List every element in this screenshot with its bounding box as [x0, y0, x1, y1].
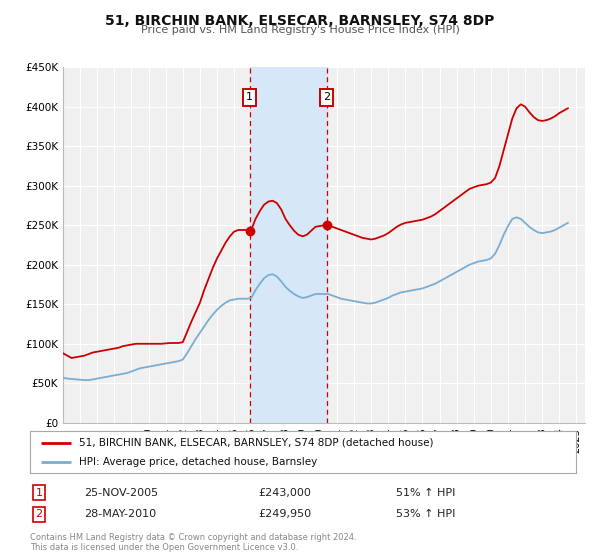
- Text: 51% ↑ HPI: 51% ↑ HPI: [396, 488, 455, 498]
- Text: £249,950: £249,950: [258, 509, 311, 519]
- Text: Price paid vs. HM Land Registry's House Price Index (HPI): Price paid vs. HM Land Registry's House …: [140, 25, 460, 35]
- Text: 28-MAY-2010: 28-MAY-2010: [84, 509, 156, 519]
- Text: This data is licensed under the Open Government Licence v3.0.: This data is licensed under the Open Gov…: [30, 543, 298, 552]
- Text: 1: 1: [35, 488, 43, 498]
- Text: 2: 2: [323, 92, 330, 102]
- Text: 53% ↑ HPI: 53% ↑ HPI: [396, 509, 455, 519]
- Text: 1: 1: [246, 92, 253, 102]
- Text: 51, BIRCHIN BANK, ELSECAR, BARNSLEY, S74 8DP (detached house): 51, BIRCHIN BANK, ELSECAR, BARNSLEY, S74…: [79, 437, 434, 447]
- Text: 51, BIRCHIN BANK, ELSECAR, BARNSLEY, S74 8DP: 51, BIRCHIN BANK, ELSECAR, BARNSLEY, S74…: [106, 14, 494, 28]
- Bar: [250, 67, 326, 423]
- Text: 25-NOV-2005: 25-NOV-2005: [84, 488, 158, 498]
- Text: Contains HM Land Registry data © Crown copyright and database right 2024.: Contains HM Land Registry data © Crown c…: [30, 533, 356, 542]
- Text: 2: 2: [35, 509, 43, 519]
- Text: HPI: Average price, detached house, Barnsley: HPI: Average price, detached house, Barn…: [79, 457, 317, 467]
- Text: £243,000: £243,000: [258, 488, 311, 498]
